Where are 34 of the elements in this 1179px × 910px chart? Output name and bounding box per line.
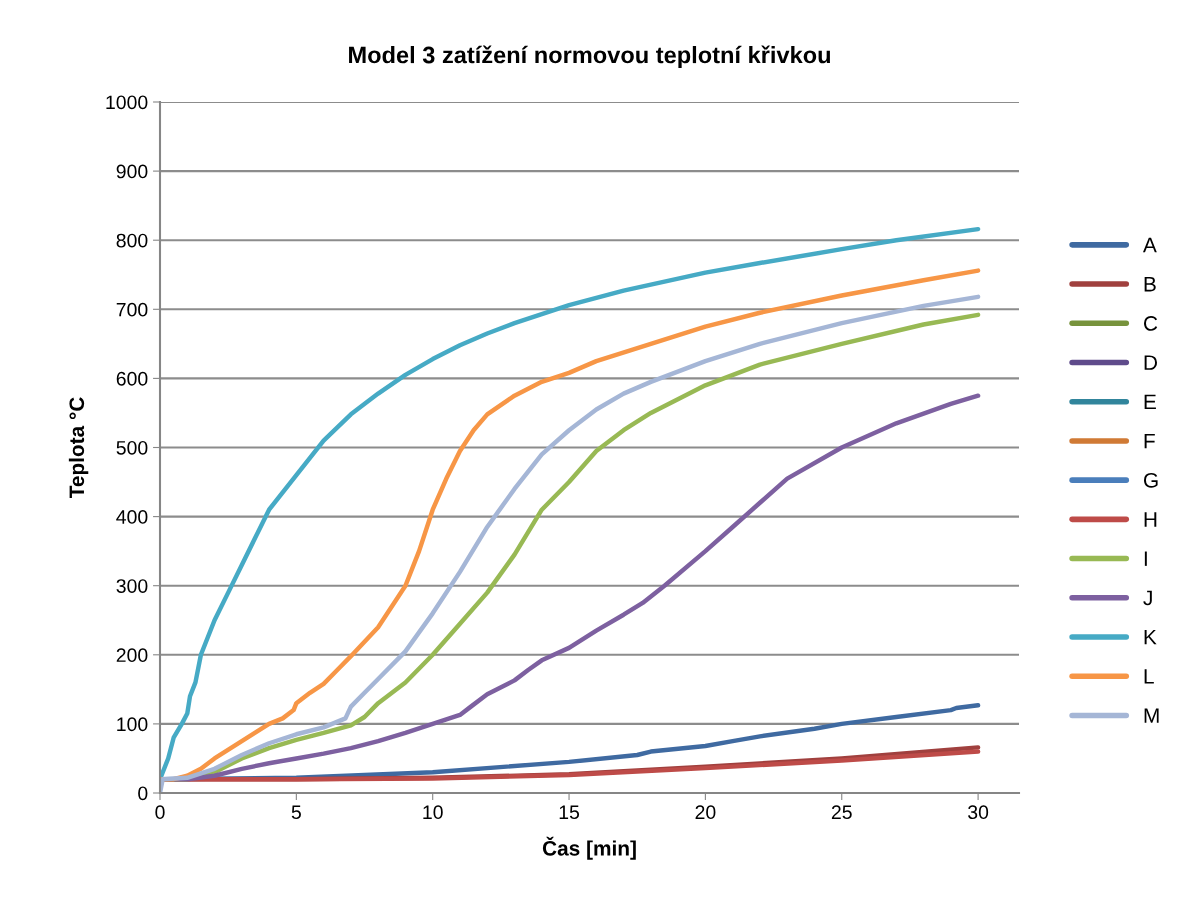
x-tick-label: 30 bbox=[968, 805, 989, 820]
y-tick-label: 200 bbox=[116, 648, 148, 663]
x-tick-label: 10 bbox=[423, 805, 443, 820]
legend-label: A bbox=[1142, 237, 1157, 253]
legend-label: B bbox=[1144, 277, 1156, 292]
y-tick-label: 500 bbox=[116, 440, 148, 455]
legend-label: D bbox=[1144, 355, 1157, 370]
y-tick-label: 300 bbox=[116, 579, 148, 593]
x-tick-label: 5 bbox=[291, 805, 301, 820]
chart-title: Model 3 zatížení normovou teplotní křivkou bbox=[349, 45, 830, 69]
y-tick-label: 700 bbox=[116, 302, 148, 317]
legend-label: M bbox=[1144, 708, 1159, 723]
y-tick-label: 800 bbox=[116, 233, 148, 248]
legend-label: J bbox=[1143, 590, 1152, 606]
x-tick-label: 0 bbox=[155, 805, 165, 820]
legend-label: C bbox=[1144, 316, 1158, 331]
y-axis-title: Teplota °C bbox=[68, 397, 89, 499]
legend-label: G bbox=[1143, 472, 1158, 488]
y-tick-label: 1000 bbox=[106, 95, 148, 110]
y-tick-label: 600 bbox=[116, 371, 148, 386]
x-axis-title: Čas [min] bbox=[542, 836, 636, 860]
legend-label: F bbox=[1144, 433, 1155, 449]
y-tick-label: 400 bbox=[116, 510, 148, 524]
y-tick-label: 900 bbox=[116, 164, 148, 179]
legend-label: I bbox=[1144, 551, 1147, 566]
legend-label: K bbox=[1144, 629, 1157, 645]
x-tick-label: 15 bbox=[559, 805, 580, 820]
legend-label: H bbox=[1144, 512, 1157, 527]
x-tick-label: 25 bbox=[831, 805, 852, 820]
x-tick-label: 20 bbox=[695, 805, 716, 820]
y-tick-label: 0 bbox=[138, 786, 148, 801]
y-tick-label: 100 bbox=[117, 717, 148, 732]
legend-label: E bbox=[1144, 394, 1156, 410]
legend-label: L bbox=[1144, 669, 1154, 684]
